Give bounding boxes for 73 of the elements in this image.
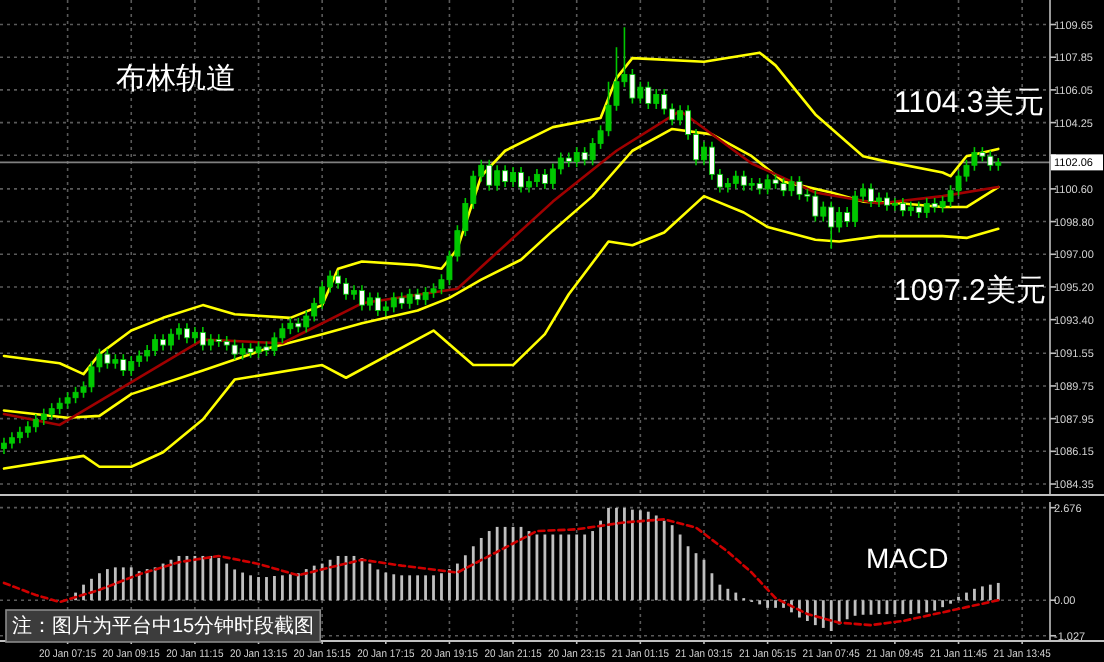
- candlestick: [366, 291, 373, 312]
- candlestick: [199, 326, 206, 352]
- candlestick: [995, 157, 1002, 172]
- candlestick: [390, 291, 397, 314]
- candlestick: [406, 287, 413, 310]
- candlestick: [152, 333, 159, 357]
- candlestick: [168, 327, 174, 352]
- candlestick: [589, 137, 596, 167]
- candlestick: [987, 149, 994, 172]
- candlestick: [661, 88, 668, 116]
- candlestick: [677, 104, 684, 127]
- candlestick: [653, 88, 660, 110]
- candlestick: [104, 347, 111, 370]
- candlestick: [581, 146, 588, 167]
- candlestick: [836, 206, 843, 234]
- candlestick: [788, 175, 795, 197]
- candlestick: [764, 173, 771, 196]
- candlestick: [215, 333, 222, 348]
- annotation: MACD: [866, 542, 949, 574]
- candlestick: [947, 184, 954, 208]
- candlestick: [701, 140, 707, 167]
- candlestick: [669, 102, 676, 127]
- candlestick: [422, 286, 429, 306]
- candlestick: [852, 189, 859, 228]
- candlestick: [971, 146, 978, 172]
- candlestick: [549, 162, 556, 190]
- candlestick: [605, 80, 612, 138]
- candlestick: [573, 146, 580, 168]
- candlestick: [494, 164, 501, 192]
- candlestick: [883, 191, 890, 212]
- candlestick: [128, 355, 135, 377]
- candlestick: [32, 413, 39, 434]
- candlestick: [88, 360, 95, 394]
- candlestick: [120, 353, 127, 377]
- candlestick: [629, 68, 636, 105]
- candlestick: [231, 338, 238, 361]
- candlestick: [183, 322, 190, 345]
- candlestick: [708, 140, 715, 181]
- candlestick: [374, 291, 381, 317]
- candlestick: [557, 151, 564, 176]
- candlestick: [533, 168, 540, 188]
- candlestick: [963, 159, 970, 183]
- annotation: 1097.2美元: [894, 274, 1046, 308]
- candlestick: [732, 169, 739, 190]
- candlestick: [271, 331, 278, 357]
- candlestick: [899, 197, 906, 217]
- candlestick: [820, 200, 827, 223]
- candlestick: [891, 197, 898, 212]
- candlestick: [955, 169, 962, 197]
- candlestick: [637, 80, 644, 105]
- candlestick: [780, 177, 787, 197]
- candlestick: [923, 197, 930, 219]
- candlestick: [748, 177, 755, 192]
- candlestick: [740, 169, 747, 192]
- annotation: 布林轨道: [116, 62, 236, 96]
- annotation: 1104.3美元: [894, 86, 1044, 120]
- candlestick: [358, 284, 365, 312]
- candlestick: [828, 200, 835, 250]
- candlestick: [868, 182, 874, 208]
- candlestick: [510, 166, 517, 188]
- candlestick: [812, 189, 819, 223]
- candlestick: [502, 164, 509, 188]
- candlestick: [303, 309, 310, 334]
- candlestick: [518, 166, 524, 194]
- candlestick: [796, 175, 803, 201]
- annotation: 注：图片为平台中15分钟时段截图: [12, 614, 315, 638]
- candlestick: [335, 269, 342, 290]
- candlestick: [645, 80, 652, 110]
- candlestick: [279, 322, 286, 345]
- candlestick: [541, 168, 548, 190]
- candlestick: [319, 280, 326, 310]
- candlestick: [486, 159, 493, 192]
- candlestick: [343, 277, 349, 301]
